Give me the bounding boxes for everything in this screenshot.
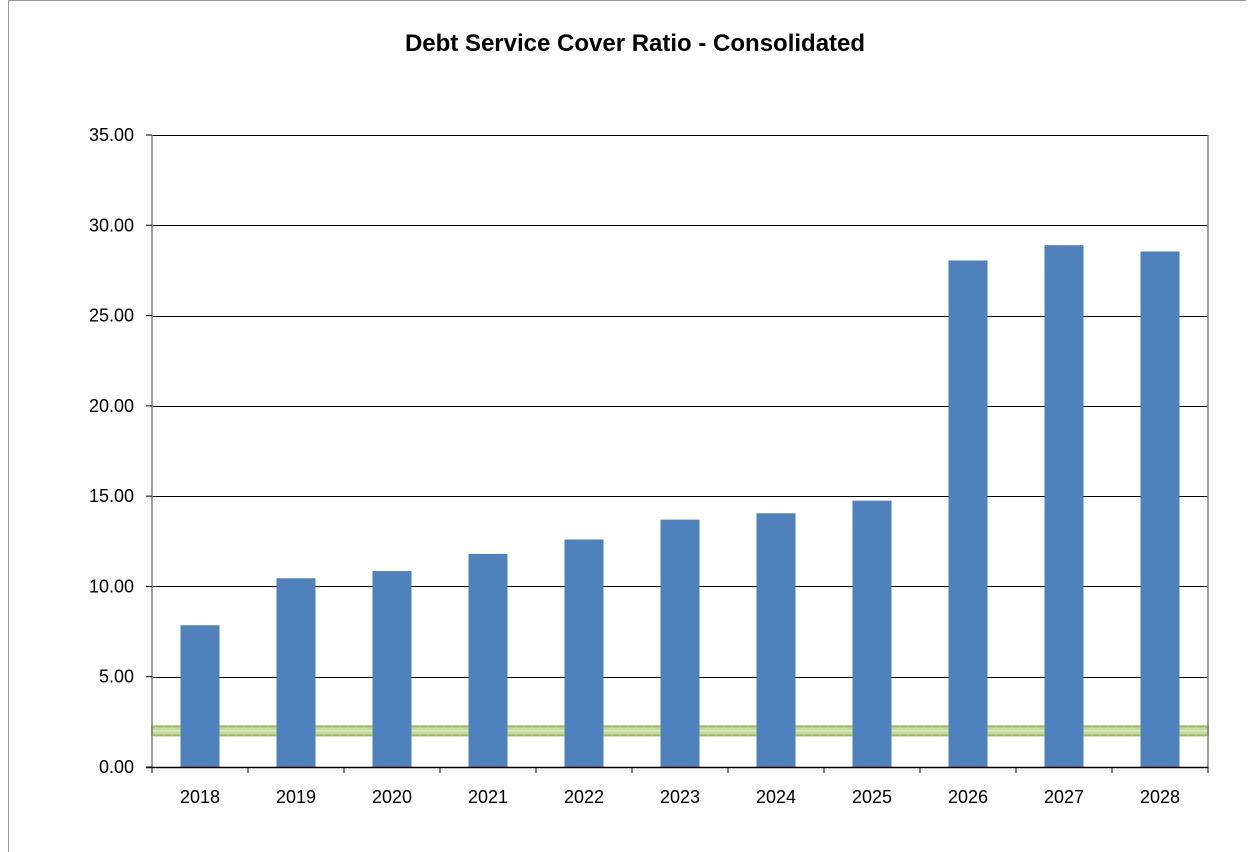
x-tick-label: 2025 [852,787,892,807]
x-tick-label: 2022 [564,787,604,807]
bar-2020 [372,571,412,767]
x-tick-label: 2023 [660,787,700,807]
bar-2025 [852,500,892,767]
bar-2027 [1044,245,1084,768]
y-tick-label: 25.00 [89,306,134,326]
y-tick-label: 35.00 [89,125,134,145]
x-tick-label: 2021 [468,787,508,807]
bar-2024 [756,513,796,767]
y-tick-label: 20.00 [89,396,134,416]
chart-title: Debt Service Cover Ratio - Consolidated [404,30,866,57]
bar-2018 [180,625,220,767]
bar-2026 [948,260,988,767]
x-tick-label: 2018 [180,787,220,807]
x-tick-label: 2028 [1140,787,1180,807]
x-tick-label: 2019 [276,787,316,807]
bar-2019 [276,578,316,767]
bar-2021 [468,553,508,767]
y-tick-label: 10.00 [89,576,134,596]
x-tick-label: 2027 [1044,787,1084,807]
chart-frame [8,0,1246,852]
bar-2022 [564,539,604,767]
tick-labels: 0.00 5.00 10.00 15.00 20.00 25.00 30.00 35.00 20… [89,125,1180,807]
bar-2028 [1140,251,1180,767]
y-tick-label: 0.00 [99,757,134,777]
x-tick-label: 2026 [948,787,988,807]
x-tick-label: 2020 [372,787,412,807]
y-tick-label: 5.00 [99,667,134,687]
bars [180,245,1180,768]
x-tick-label: 2024 [756,787,796,807]
y-tick-label: 30.00 [89,215,134,235]
y-tick-label: 15.00 [89,486,134,506]
axes [146,134,1209,773]
bar-2023 [660,519,700,767]
